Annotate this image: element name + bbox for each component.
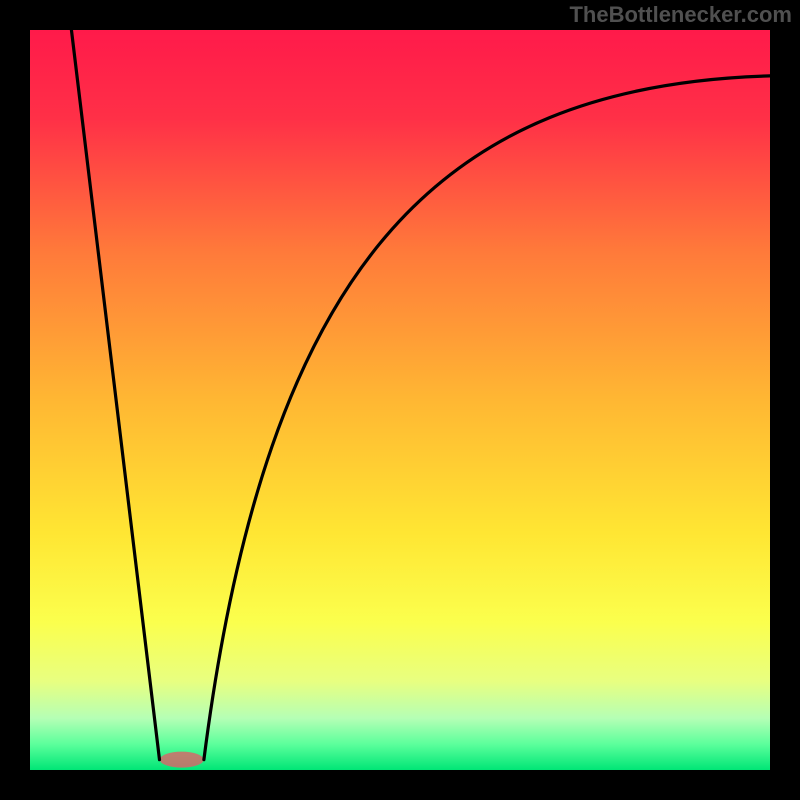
chart-container: TheBottlenecker.com — [0, 0, 800, 800]
watermark-text: TheBottlenecker.com — [569, 2, 792, 28]
right-rise-curve — [204, 76, 770, 760]
plot-area — [30, 30, 770, 770]
optimal-marker — [160, 752, 204, 768]
left-descent-line — [71, 30, 159, 760]
curves-layer — [30, 30, 770, 770]
